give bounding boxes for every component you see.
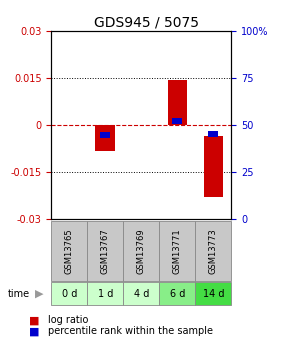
Text: 4 d: 4 d	[134, 289, 149, 298]
Text: 0 d: 0 d	[62, 289, 77, 298]
Text: log ratio: log ratio	[48, 315, 89, 325]
Text: GSM13773: GSM13773	[209, 228, 218, 274]
Bar	[87, 221, 123, 281]
Bar	[204, 136, 223, 197]
Bar	[87, 282, 123, 305]
Text: GSM13765: GSM13765	[65, 228, 74, 274]
Text: 14 d: 14 d	[203, 289, 224, 298]
Text: GDS945 / 5075: GDS945 / 5075	[94, 16, 199, 30]
Text: 6 d: 6 d	[170, 289, 185, 298]
Text: ▶: ▶	[35, 289, 44, 298]
Bar	[159, 221, 195, 281]
Bar	[195, 282, 231, 305]
Bar	[195, 221, 231, 281]
Text: GSM13771: GSM13771	[173, 228, 182, 274]
Text: percentile rank within the sample: percentile rank within the sample	[48, 326, 213, 336]
Bar	[100, 132, 110, 138]
Text: GSM13769: GSM13769	[137, 228, 146, 274]
Bar	[168, 80, 187, 125]
Bar	[159, 282, 195, 305]
Text: ■: ■	[29, 315, 40, 325]
Bar	[123, 221, 159, 281]
Bar	[208, 131, 219, 137]
Text: GSM13767: GSM13767	[101, 228, 110, 274]
Text: time: time	[7, 289, 30, 298]
Bar	[96, 125, 115, 151]
Bar	[172, 118, 183, 125]
Text: ■: ■	[29, 326, 40, 336]
Text: 1 d: 1 d	[98, 289, 113, 298]
Bar	[51, 221, 87, 281]
Bar	[51, 282, 87, 305]
Bar	[123, 282, 159, 305]
